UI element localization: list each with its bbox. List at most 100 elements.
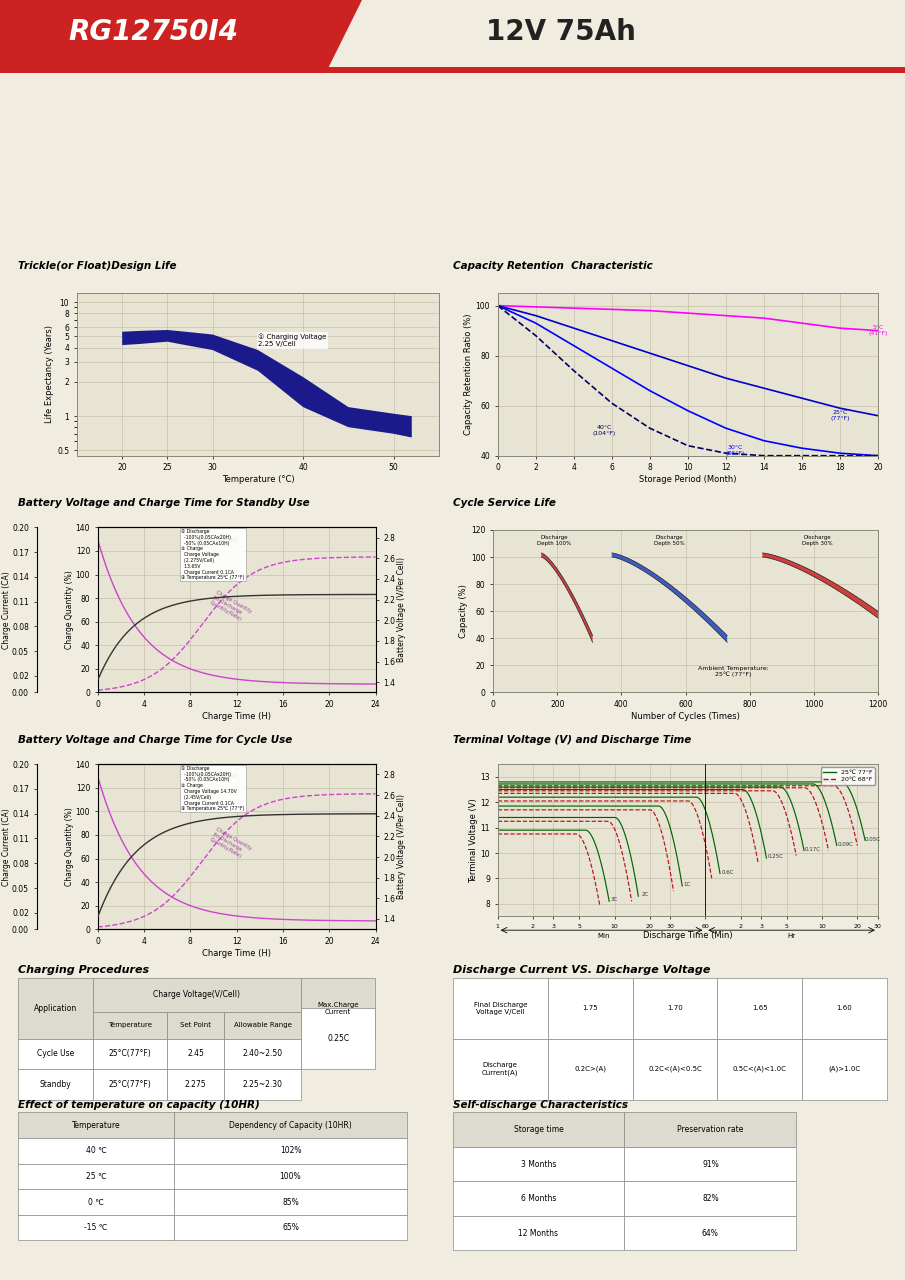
Text: 85%: 85%: [282, 1198, 299, 1207]
Bar: [802, 978, 887, 1039]
Text: 65%: 65%: [282, 1224, 299, 1233]
Bar: [633, 978, 718, 1039]
Text: 40°C
(104°F): 40°C (104°F): [593, 425, 616, 436]
Text: (A)>1.0C: (A)>1.0C: [828, 1066, 861, 1073]
Bar: [18, 1112, 174, 1138]
Text: 1.70: 1.70: [667, 1005, 683, 1011]
X-axis label: Discharge Time (Min): Discharge Time (Min): [643, 931, 733, 940]
Text: 2C: 2C: [642, 892, 649, 897]
Text: Cycle Use: Cycle Use: [37, 1050, 74, 1059]
Text: 3 Months: 3 Months: [520, 1160, 557, 1169]
Text: 0.25C: 0.25C: [767, 854, 784, 859]
Bar: [224, 1069, 301, 1100]
Bar: [167, 1069, 224, 1100]
Text: Charge Voltage(V/Cell): Charge Voltage(V/Cell): [153, 991, 240, 1000]
Bar: [224, 1012, 301, 1039]
X-axis label: Temperature (°C): Temperature (°C): [222, 475, 294, 484]
Bar: [718, 978, 802, 1039]
Text: Max.Charge
Current: Max.Charge Current: [318, 1002, 359, 1015]
Text: Capacity Retention  Characteristic: Capacity Retention Characteristic: [452, 261, 653, 271]
Bar: [0, 67, 905, 73]
Text: Hr: Hr: [787, 933, 795, 938]
Text: 12 Months: 12 Months: [519, 1229, 558, 1238]
Text: 82%: 82%: [702, 1194, 719, 1203]
Text: Min: Min: [597, 933, 609, 938]
Text: 102%: 102%: [280, 1147, 301, 1156]
Text: Discharge
Depth 50%: Discharge Depth 50%: [654, 535, 685, 547]
Y-axis label: Charge Current (CA): Charge Current (CA): [2, 571, 11, 649]
Text: Discharge Current VS. Discharge Voltage: Discharge Current VS. Discharge Voltage: [452, 965, 710, 975]
Bar: [174, 1138, 407, 1164]
Text: Battery Voltage and Charge Time for Cycle Use: Battery Voltage and Charge Time for Cycl…: [18, 735, 292, 745]
Bar: [452, 1147, 624, 1181]
Text: ① Discharge
  -100%(0.05CAx20H)
  -50% (0.05CAx10H)
② Charge
  Charge Voltage
  : ① Discharge -100%(0.05CAx20H) -50% (0.05…: [181, 529, 244, 580]
Text: Charge Quantity
(to-Discharge
Quantity/Rate): Charge Quantity (to-Discharge Quantity/R…: [209, 827, 252, 861]
Text: RG12750I4: RG12750I4: [69, 18, 239, 46]
Y-axis label: Capacity Retention Ratio (%): Capacity Retention Ratio (%): [464, 314, 472, 435]
Text: Discharge
Depth 100%: Discharge Depth 100%: [537, 535, 571, 547]
Text: Final Discharge
Voltage V/Cell: Final Discharge Voltage V/Cell: [473, 1002, 527, 1015]
Text: Effect of temperature on capacity (10HR): Effect of temperature on capacity (10HR): [18, 1100, 260, 1110]
Text: 0.2C<(A)<0.5C: 0.2C<(A)<0.5C: [648, 1066, 702, 1073]
Text: Set Point: Set Point: [180, 1023, 211, 1028]
Text: Allowable Range: Allowable Range: [233, 1023, 291, 1028]
Y-axis label: Terminal Voltage (V): Terminal Voltage (V): [469, 797, 478, 883]
Text: Terminal Voltage (V) and Discharge Time: Terminal Voltage (V) and Discharge Time: [452, 735, 691, 745]
Bar: [167, 1039, 224, 1069]
Text: 5°C
(41°F): 5°C (41°F): [869, 325, 888, 337]
Text: 2.275: 2.275: [185, 1080, 206, 1089]
Polygon shape: [612, 553, 728, 643]
Text: 0.2C>(A): 0.2C>(A): [575, 1066, 606, 1073]
Bar: [452, 1039, 548, 1100]
Text: Battery Voltage: Battery Voltage: [195, 773, 238, 778]
Text: Application: Application: [33, 1004, 77, 1012]
Text: Preservation rate: Preservation rate: [677, 1125, 744, 1134]
Bar: [452, 1112, 624, 1147]
Text: 25 ℃: 25 ℃: [86, 1172, 106, 1181]
Text: ① Charging Voltage
2.25 V/Cell: ① Charging Voltage 2.25 V/Cell: [258, 334, 327, 347]
Y-axis label: Life Expectancy (Years): Life Expectancy (Years): [45, 325, 54, 424]
Bar: [18, 1189, 174, 1215]
Text: 0.17C: 0.17C: [805, 846, 821, 851]
Text: 0.25C: 0.25C: [327, 1034, 349, 1043]
Text: 91%: 91%: [702, 1160, 719, 1169]
Text: -15 ℃: -15 ℃: [84, 1224, 108, 1233]
Bar: [92, 1039, 167, 1069]
Bar: [624, 1112, 796, 1147]
Bar: [548, 978, 633, 1039]
Polygon shape: [541, 553, 593, 643]
Y-axis label: Battery Voltage (V/Per Cell): Battery Voltage (V/Per Cell): [396, 794, 405, 900]
Text: 25°C(77°F): 25°C(77°F): [109, 1080, 151, 1089]
Text: Discharge
Current(A): Discharge Current(A): [482, 1062, 519, 1076]
Bar: [92, 1012, 167, 1039]
Text: Cycle Service Life: Cycle Service Life: [452, 498, 556, 508]
Bar: [224, 1039, 301, 1069]
Bar: [174, 1164, 407, 1189]
Text: 25°C(77°F): 25°C(77°F): [109, 1050, 151, 1059]
Bar: [92, 1069, 167, 1100]
Text: 25°C
(77°F): 25°C (77°F): [831, 411, 850, 421]
Polygon shape: [0, 0, 362, 73]
Text: 0 ℃: 0 ℃: [88, 1198, 104, 1207]
Y-axis label: Charge Current (CA): Charge Current (CA): [2, 808, 11, 886]
Text: Storage time: Storage time: [514, 1125, 563, 1134]
Text: Self-discharge Characteristics: Self-discharge Characteristics: [452, 1100, 627, 1110]
Text: 1.65: 1.65: [752, 1005, 767, 1011]
Text: 100%: 100%: [280, 1172, 301, 1181]
Legend: 25℃ 77°F, 20℃ 68°F: 25℃ 77°F, 20℃ 68°F: [821, 767, 875, 785]
Text: ① Discharge
  -100%(0.05CAx20H)
  -50% (0.05CAx10H)
② Charge
  Charge Voltage 14: ① Discharge -100%(0.05CAx20H) -50% (0.05…: [181, 765, 244, 812]
Bar: [18, 1138, 174, 1164]
Text: Trickle(or Float)Design Life: Trickle(or Float)Design Life: [18, 261, 176, 271]
Y-axis label: Capacity (%): Capacity (%): [460, 584, 468, 639]
Text: 2.40~2.50: 2.40~2.50: [243, 1050, 282, 1059]
Text: Charging Procedures: Charging Procedures: [18, 965, 149, 975]
Text: Standby: Standby: [40, 1080, 71, 1089]
Text: 1C: 1C: [683, 882, 691, 887]
Text: Charge Quantity
(to-Discharge
Quantity/Rate): Charge Quantity (to-Discharge Quantity/R…: [209, 590, 252, 625]
Bar: [452, 1216, 624, 1251]
Text: Dependency of Capacity (10HR): Dependency of Capacity (10HR): [229, 1120, 352, 1130]
Text: 2.45: 2.45: [187, 1050, 205, 1059]
Bar: [167, 1012, 224, 1039]
Bar: [18, 1039, 92, 1069]
X-axis label: Number of Cycles (Times): Number of Cycles (Times): [631, 712, 740, 721]
